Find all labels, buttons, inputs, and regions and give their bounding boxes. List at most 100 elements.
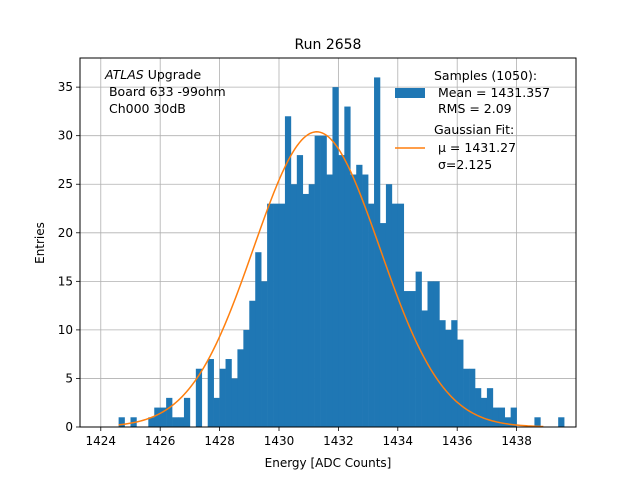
y-tick-label: 25 (58, 177, 73, 191)
histogram-bar (302, 193, 309, 427)
histogram-bar (225, 359, 232, 427)
histogram-bar (332, 87, 339, 427)
histogram-bar (427, 281, 434, 427)
histogram-bar (451, 320, 458, 427)
histogram-bar (415, 271, 422, 427)
histogram-bar (504, 417, 511, 427)
histogram-bar (160, 407, 167, 427)
histogram-bar (421, 310, 428, 427)
histogram-bar (558, 417, 565, 427)
annotation-line-1: ATLAS Upgrade (104, 67, 201, 82)
histogram-bars (118, 77, 565, 428)
x-axis-ticks: 1424 1426 1428 1430 1432 1434 1436 1438 (86, 427, 532, 448)
histogram-bar (498, 407, 506, 427)
histogram-bar (314, 135, 321, 427)
histogram-bar (480, 397, 488, 427)
histogram-bar (320, 135, 327, 427)
histogram-bar (445, 329, 452, 427)
y-tick-label: 10 (58, 323, 73, 337)
histogram-bar (284, 116, 292, 428)
histogram-bar (409, 291, 416, 427)
y-axis-ticks: 0 5 10 15 20 25 30 35 (58, 80, 80, 434)
histogram-bar (326, 174, 333, 427)
histogram-bar (308, 184, 315, 427)
histogram-bar (183, 397, 191, 427)
histogram-bar (219, 368, 226, 427)
histogram-bar (350, 174, 357, 427)
annotation-line-3: Ch000 30dB (105, 101, 186, 116)
histogram-bar (195, 368, 203, 427)
histogram-bar (463, 368, 470, 427)
histogram-bar (534, 417, 541, 427)
legend-samples-label: Samples (1050): (434, 68, 537, 83)
histogram-bar (278, 203, 286, 427)
y-tick-label: 15 (58, 274, 73, 288)
legend-samples-swatch (395, 88, 425, 98)
histogram-bar (261, 281, 268, 427)
legend-sigma: σ=2.125 (438, 157, 492, 172)
histogram-bar (344, 106, 351, 427)
histogram-bar (492, 407, 500, 427)
histogram-bar (290, 184, 298, 427)
y-tick-label: 35 (58, 80, 73, 94)
histogram-bar (154, 407, 161, 427)
x-tick-label: 1424 (86, 434, 117, 448)
x-tick-label: 1430 (264, 434, 295, 448)
histogram-bar (433, 281, 440, 427)
histogram-bar (374, 77, 381, 427)
histogram-bar (391, 203, 399, 427)
x-tick-label: 1432 (323, 434, 354, 448)
annotation-experiment: ATLAS (104, 67, 144, 82)
x-tick-label: 1434 (383, 434, 414, 448)
legend-mu: μ = 1431.27 (438, 140, 516, 155)
histogram-bar (385, 184, 393, 427)
legend-rms: RMS = 2.09 (434, 101, 512, 116)
histogram-bar (267, 203, 274, 427)
annotation-line-2: Board 633 -99ohm (105, 84, 226, 99)
histogram-bar (172, 417, 179, 427)
histogram-bar (362, 174, 369, 427)
y-tick-label: 0 (65, 420, 73, 434)
gaussian-fit-curve (118, 131, 544, 428)
histogram-bar (249, 300, 256, 427)
y-axis-label: Entries (33, 222, 47, 264)
histogram-bar (243, 329, 250, 427)
histogram-bar (475, 388, 482, 427)
y-tick-label: 5 (65, 371, 73, 385)
histogram-bar (273, 203, 280, 427)
annotation-suffix: Upgrade (144, 67, 202, 82)
legend: Samples (1050): Mean = 1431.357 RMS = 2.… (395, 68, 550, 172)
histogram-bar (148, 417, 155, 427)
histogram-bar (213, 397, 220, 427)
histogram-bar (397, 203, 405, 427)
y-tick-label: 20 (58, 226, 73, 240)
annotation-box: ATLAS Upgrade Board 633 -99ohm Ch000 30d… (104, 67, 226, 116)
histogram-bar (231, 378, 238, 427)
histogram-bar (439, 320, 446, 427)
histogram-bar (457, 339, 464, 427)
histogram-bar (118, 417, 125, 427)
histogram-bar (368, 203, 375, 427)
histogram-bar (207, 359, 214, 427)
histogram-bar (486, 388, 494, 427)
x-tick-label: 1438 (501, 434, 532, 448)
plot-frame (79, 57, 577, 428)
histogram-bar (403, 291, 410, 427)
histogram-bar (255, 252, 262, 427)
x-tick-label: 1426 (145, 434, 176, 448)
y-tick-label: 30 (58, 129, 73, 143)
histogram-bar (379, 223, 387, 427)
x-axis-label: Energy [ADC Counts] (265, 456, 392, 470)
x-tick-label: 1428 (204, 434, 235, 448)
histogram-bar (469, 368, 476, 427)
histogram-bar (237, 349, 244, 427)
histogram-bar (510, 407, 517, 427)
x-tick-label: 1436 (442, 434, 473, 448)
legend-mean: Mean = 1431.357 (434, 85, 550, 100)
histogram-bar (166, 397, 173, 427)
histogram-bar (296, 155, 304, 427)
histogram-bar (178, 417, 185, 427)
legend-fit-label: Gaussian Fit: (434, 122, 514, 137)
chart-title: Run 2658 (295, 37, 362, 53)
